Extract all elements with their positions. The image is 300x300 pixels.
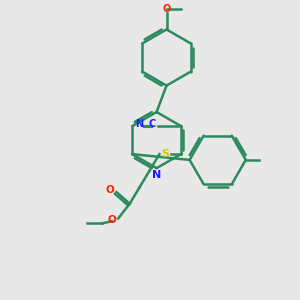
Text: N: N (152, 170, 161, 180)
Text: N: N (135, 119, 143, 129)
Text: O: O (108, 215, 116, 225)
Text: O: O (105, 185, 114, 196)
Text: C: C (149, 119, 156, 129)
Text: O: O (162, 4, 171, 14)
Text: S: S (161, 149, 169, 159)
